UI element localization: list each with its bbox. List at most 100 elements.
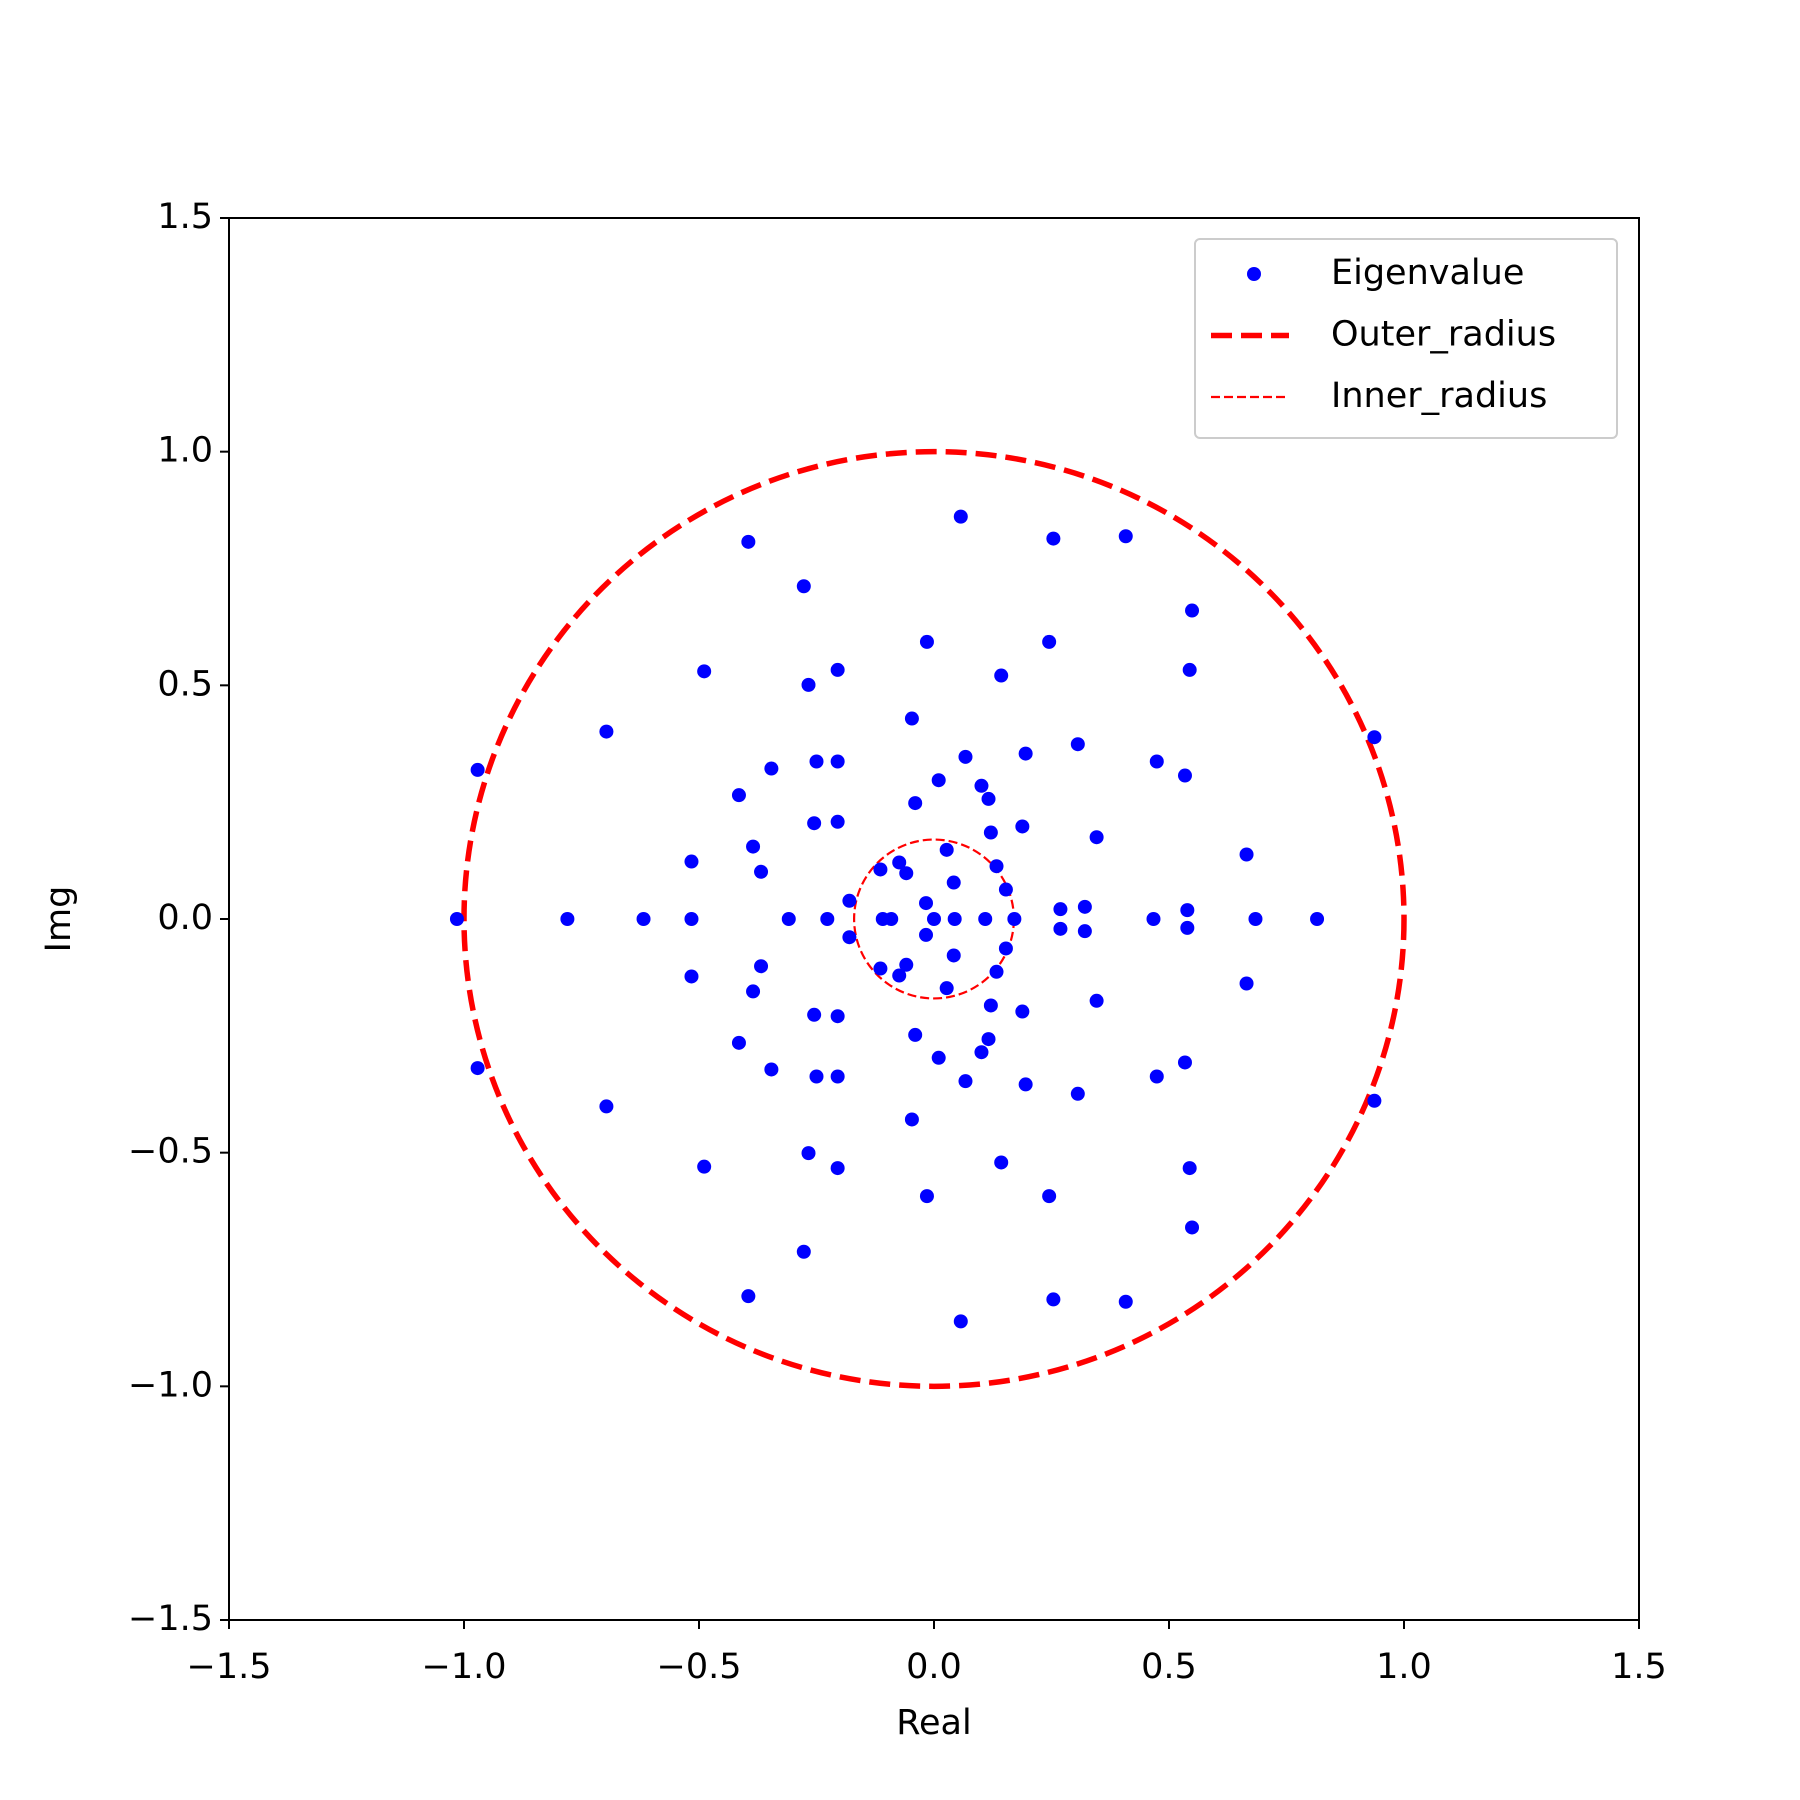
x-tick-label: −1.5 <box>187 1647 272 1687</box>
eigenvalue-point <box>796 579 811 594</box>
eigenvalue-point <box>892 855 907 870</box>
eigenvalue-point <box>746 839 761 854</box>
eigenvalue-point <box>781 912 796 926</box>
eigenvalue-point <box>908 796 923 811</box>
y-axis-label: Img <box>39 886 79 953</box>
eigenvalue-point <box>1182 1161 1197 1176</box>
eigenvalue-point <box>904 711 919 726</box>
legend-label: Outer_radius <box>1331 315 1556 355</box>
y-tick-label: −0.5 <box>128 1132 213 1172</box>
eigenvalue-point <box>1042 634 1057 649</box>
eigenvalue-point <box>1007 912 1022 926</box>
eigenvalue-point <box>1053 921 1068 936</box>
y-tick-label: 0.5 <box>157 664 213 704</box>
eigenvalue-point <box>946 875 961 890</box>
plot-area <box>449 448 1407 1390</box>
eigenvalue-point <box>470 1061 485 1076</box>
eigenvalue-point <box>931 773 946 788</box>
eigenvalue-point <box>1310 912 1325 926</box>
eigenvalue-point <box>919 634 934 649</box>
y-tick-label: −1.5 <box>128 1599 213 1639</box>
eigenvalue-point <box>1018 1077 1033 1092</box>
eigenvalue-point <box>1046 531 1061 546</box>
eigenvalue-point <box>741 1289 756 1304</box>
eigenvalue-point <box>684 854 699 869</box>
eigenvalue-point <box>1239 847 1254 862</box>
eigenvalue-point <box>764 1062 779 1077</box>
eigenvalue-point <box>998 882 1013 897</box>
radius-circle <box>461 448 1407 1390</box>
eigenvalue-point <box>807 1007 822 1022</box>
eigenvalue-point <box>1180 920 1195 935</box>
eigenvalue-point <box>741 534 756 549</box>
eigenvalue-point <box>684 912 699 926</box>
eigenvalue-point <box>1118 1294 1133 1309</box>
eigenvalue-point <box>974 1045 989 1060</box>
eigenvalue-point <box>1046 1292 1061 1307</box>
eigenvalue-point <box>1018 746 1033 761</box>
eigenvalue-point <box>830 662 845 677</box>
eigenvalue-point <box>873 961 888 976</box>
eigenvalue-point <box>842 893 857 908</box>
legend-label: Eigenvalue <box>1331 253 1524 293</box>
legend-box <box>1194 238 1618 439</box>
eigenvalue-point <box>1367 1093 1382 1108</box>
eigenvalue-point <box>1042 1189 1057 1204</box>
axes-frame <box>228 217 1640 1621</box>
eigenvalue-point <box>1149 1069 1164 1084</box>
eigenvalue-point <box>1070 1086 1085 1101</box>
eigenvalue-point <box>697 664 712 679</box>
x-tick-label: 1.5 <box>1611 1647 1667 1687</box>
eigenvalue-point <box>1177 768 1192 783</box>
eigenvalue-point <box>927 912 941 926</box>
eigenvalue-point <box>1118 529 1133 544</box>
eigenvalue-point <box>1149 754 1164 769</box>
eigenvalue-point <box>809 754 824 769</box>
eigenvalue-point <box>830 1009 845 1024</box>
eigenvalue-point <box>953 509 968 524</box>
eigenvalue-point <box>1239 976 1254 991</box>
eigenvalue-point <box>1146 912 1161 926</box>
eigenvalue-point <box>820 912 835 926</box>
eigenvalue-point <box>731 788 746 803</box>
legend: Eigenvalue Outer_radius Inner_radius <box>1194 238 1618 439</box>
eigenvalue-point <box>1070 737 1085 752</box>
eigenvalue-point <box>981 1032 996 1047</box>
eigenvalue-point <box>697 1159 712 1174</box>
eigenvalue-point <box>560 912 575 926</box>
eigenvalue-point <box>1015 819 1030 834</box>
eigenvalue-point <box>899 866 914 881</box>
eigenvalue-point <box>953 1314 968 1329</box>
eigenvalue-point <box>807 816 822 831</box>
y-tick-label: −1.0 <box>128 1365 213 1405</box>
eigenvalue-point <box>636 912 651 926</box>
legend-marker <box>1247 267 1261 281</box>
eigenvalue-point <box>1089 830 1104 845</box>
eigenvalue-point <box>919 1189 934 1204</box>
eigenvalue-point <box>754 959 769 974</box>
eigenvalue-point <box>1248 912 1263 926</box>
eigenvalue-point <box>899 957 914 972</box>
eigenvalue-point <box>1077 899 1092 914</box>
eigenvalue-point <box>470 762 485 777</box>
y-tick-label: 1.0 <box>157 431 213 471</box>
eigenvalue-point <box>599 724 614 739</box>
x-axis-label: Real <box>896 1703 971 1743</box>
eigenvalue-point <box>983 998 998 1013</box>
eigenvalue-point <box>958 1074 973 1089</box>
eigenvalue-point <box>1367 730 1382 745</box>
eigenvalue-point <box>842 930 857 945</box>
eigenvalue-point <box>830 814 845 829</box>
x-tick-label: 0.5 <box>1141 1647 1197 1687</box>
eigenvalue-point <box>1182 662 1197 677</box>
eigenvalue-point <box>983 825 998 840</box>
eigenvalue-point <box>809 1069 824 1084</box>
eigenvalue-point <box>1077 924 1092 939</box>
eigenvalue-point <box>904 1112 919 1127</box>
x-tick-label: 0.0 <box>906 1647 962 1687</box>
eigenvalue-point <box>830 1069 845 1084</box>
eigenvalue-point <box>1053 902 1068 917</box>
eigenvalue-point <box>958 749 973 764</box>
eigenvalue-point <box>1180 903 1195 918</box>
eigenvalue-point <box>989 859 1004 874</box>
